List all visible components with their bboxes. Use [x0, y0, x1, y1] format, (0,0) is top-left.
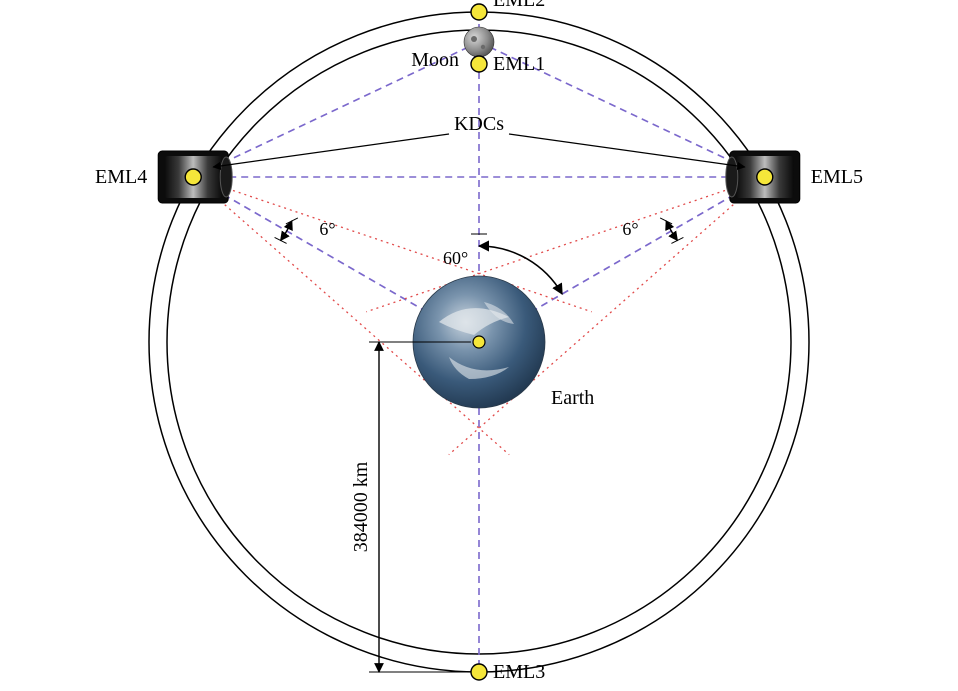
eml3-label: EML3	[493, 661, 545, 683]
earth-label: Earth	[551, 387, 594, 409]
eml4-label: EML4	[95, 166, 147, 188]
moon	[464, 27, 494, 57]
eml5-marker	[757, 169, 773, 185]
eml2-label: EML2	[493, 0, 545, 11]
angle-label-6: 6°	[319, 219, 335, 239]
eml2-marker	[471, 4, 487, 20]
eml1-marker	[471, 56, 487, 72]
earth-center-marker	[473, 336, 485, 348]
eml3-marker	[471, 664, 487, 680]
distance-label: 384000 km	[350, 461, 372, 552]
moon-label: Moon	[411, 49, 459, 71]
angle-label-60: 60°	[443, 248, 468, 268]
eml5-label: EML5	[811, 166, 863, 188]
eml1-label: EML1	[493, 53, 545, 75]
angle-label-6: 6°	[622, 219, 638, 239]
eml4-marker	[185, 169, 201, 185]
kdc-label: KDCs	[454, 113, 504, 135]
